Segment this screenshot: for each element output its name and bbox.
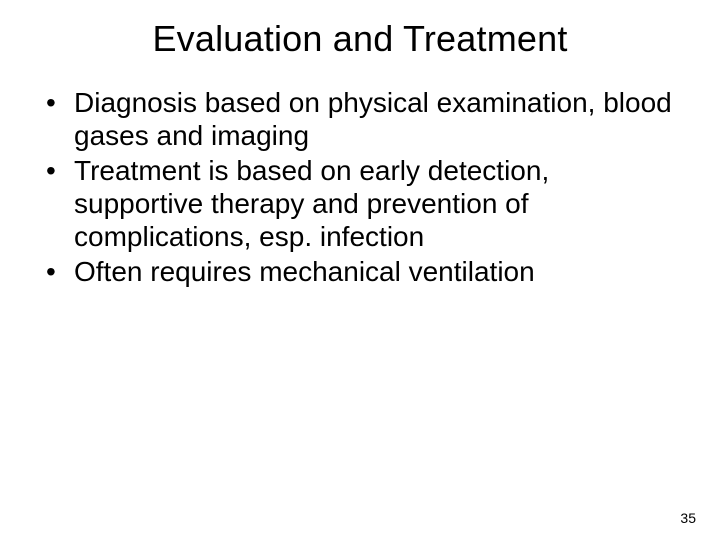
slide-title: Evaluation and Treatment	[0, 0, 720, 60]
bullet-list: Diagnosis based on physical examination,…	[40, 86, 680, 288]
bullet-item: Often requires mechanical ventilation	[40, 255, 680, 288]
bullet-item: Treatment is based on early detection, s…	[40, 154, 680, 253]
slide: Evaluation and Treatment Diagnosis based…	[0, 0, 720, 540]
slide-body: Diagnosis based on physical examination,…	[0, 60, 720, 288]
bullet-item: Diagnosis based on physical examination,…	[40, 86, 680, 152]
page-number: 35	[680, 510, 696, 526]
